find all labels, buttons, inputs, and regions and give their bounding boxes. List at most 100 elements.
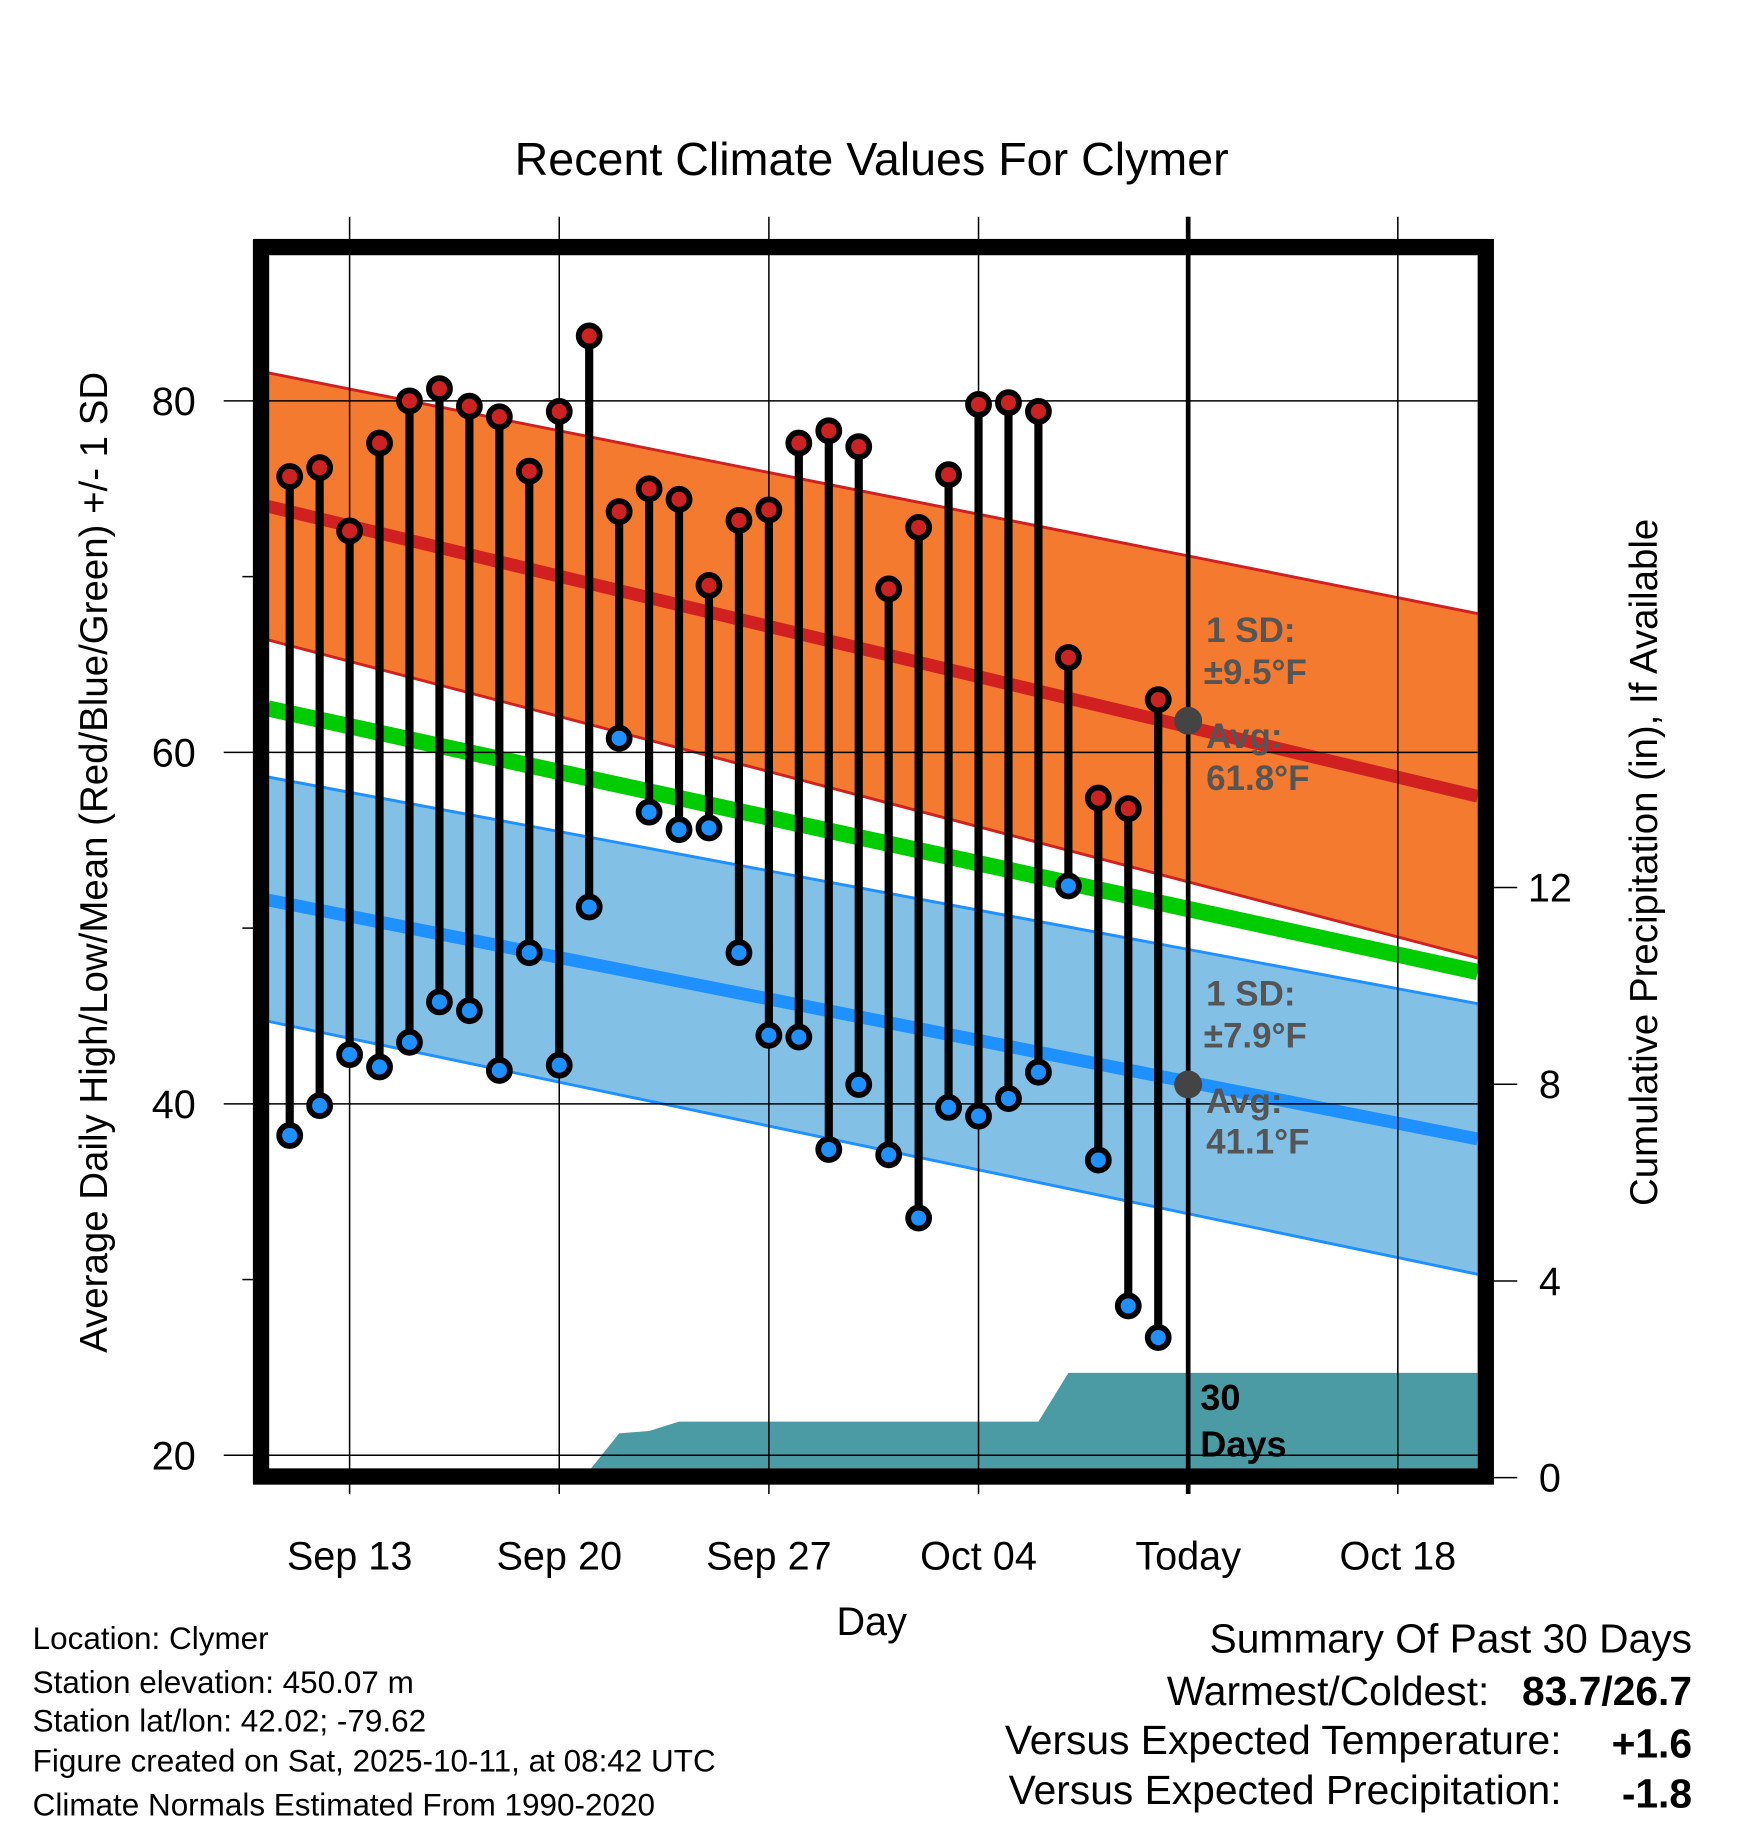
low-temp-point <box>815 1136 843 1163</box>
high-temp-point <box>545 398 573 425</box>
low-temp-point <box>905 1204 933 1232</box>
high-sd-value: ±9.5°F <box>1204 653 1307 692</box>
x-axis-label: Day <box>836 1600 907 1644</box>
x-tick-label: Sep 13 <box>287 1535 413 1579</box>
high-temp-point <box>695 572 723 599</box>
high-temp-point <box>1084 784 1112 812</box>
station-info: Location: Clymer Station elevation: 450.… <box>33 1621 716 1823</box>
low-temp-point <box>875 1141 903 1169</box>
low-temp-point <box>995 1085 1022 1112</box>
low-temp-point <box>965 1102 992 1130</box>
low-temp-point <box>485 1057 513 1084</box>
high-temp-point <box>515 457 543 485</box>
warm-cold-label: Warmest/Coldest: <box>1167 1668 1489 1714</box>
warm-cold-value: 83.7/26.7 <box>1522 1668 1692 1714</box>
low-temp-point <box>545 1051 573 1079</box>
high-avg-label: Avg: <box>1206 717 1282 756</box>
low-temp-point <box>935 1093 962 1121</box>
temp-label: Versus Expected Temperature: <box>1005 1717 1562 1763</box>
high-temp-point <box>875 575 903 603</box>
low-temp-point <box>635 798 663 826</box>
low-temp-point <box>1114 1292 1142 1320</box>
low-temp-point <box>575 893 603 921</box>
high-avg-marker <box>1174 706 1203 735</box>
high-avg-value: 61.8°F <box>1206 759 1309 798</box>
high-temp-point <box>905 514 933 541</box>
low-sd-lower-line <box>268 1019 1478 1276</box>
high-temp-point <box>485 403 513 431</box>
normals-text: Climate Normals Estimated From 1990-2020 <box>33 1788 655 1823</box>
high-temp-point <box>665 485 693 513</box>
latlon-text: Station lat/lon: 42.02; -79.62 <box>33 1704 426 1739</box>
x-tick-label: Sep 27 <box>706 1535 832 1579</box>
high-temp-point <box>935 461 962 489</box>
y-tick-label: 40 <box>152 1083 196 1127</box>
x-tick-label: Oct 18 <box>1339 1535 1456 1579</box>
low-temp-point <box>455 997 483 1025</box>
high-temp-point <box>366 429 393 457</box>
high-temp-point <box>725 507 753 534</box>
y-tick-label: 60 <box>152 731 196 775</box>
low-temp-point <box>725 939 753 967</box>
x-tick-label: Today <box>1135 1535 1241 1579</box>
low-temp-point <box>605 724 633 752</box>
low-temp-point <box>1144 1324 1172 1351</box>
low-temp-point <box>845 1071 873 1098</box>
low-temp-point <box>515 939 543 967</box>
low-avg-value: 41.1°F <box>1206 1123 1309 1162</box>
low-temp-point <box>1025 1058 1052 1086</box>
low-sd-value: ±7.9°F <box>1204 1017 1307 1056</box>
summary-title: Summary Of Past 30 Days <box>1210 1615 1693 1661</box>
high-temp-point <box>1054 644 1082 671</box>
high-temp-point <box>306 454 334 482</box>
y-tick-label: 20 <box>152 1434 196 1478</box>
high-sd-band <box>268 372 1478 958</box>
elevation-text: Station elevation: 450.07 m <box>33 1665 414 1700</box>
summary: Summary Of Past 30 Days Warmest/Coldest:… <box>1005 1615 1692 1816</box>
high-temp-point <box>845 433 873 460</box>
high-temp-point <box>605 498 633 526</box>
y2-axis-label: Cumulative Precipitation (in), If Availa… <box>1623 519 1666 1206</box>
precip-days-label: Days <box>1200 1424 1286 1465</box>
high-temp-point <box>396 387 423 415</box>
high-temp-point <box>815 417 843 445</box>
high-temp-point <box>1144 686 1172 714</box>
low-temp-point <box>336 1041 364 1069</box>
precip-area <box>591 1372 1478 1469</box>
low-temp-point <box>1084 1146 1112 1174</box>
low-avg-label: Avg: <box>1206 1082 1282 1121</box>
plot-frame <box>252 238 1494 1485</box>
x-tick-label: Sep 20 <box>496 1535 622 1579</box>
high-temp-point <box>276 463 304 490</box>
low-temp-point <box>276 1122 304 1149</box>
location-text: Location: Clymer <box>33 1621 269 1656</box>
precip-value: -1.8 <box>1622 1770 1692 1816</box>
high-temp-point <box>785 429 813 457</box>
precip-days-label: 30 <box>1200 1377 1240 1418</box>
y2-tick-label: 8 <box>1539 1063 1561 1107</box>
high-temp-point <box>755 496 783 524</box>
high-temp-point <box>336 517 364 545</box>
low-temp-point <box>665 816 693 844</box>
y2-tick-label: 4 <box>1539 1260 1561 1304</box>
low-temp-point <box>755 1021 783 1049</box>
y-tick-label: 80 <box>152 380 196 424</box>
y-axis-label: Average Daily High/Low/Mean (Red/Blue/Gr… <box>73 372 116 1353</box>
high-sd-label: 1 SD: <box>1206 611 1295 650</box>
low-temp-point <box>396 1028 423 1056</box>
temp-value: +1.6 <box>1612 1720 1692 1766</box>
high-temp-point <box>995 389 1022 417</box>
created-text: Figure created on Sat, 2025-10-11, at 08… <box>33 1743 716 1778</box>
low-temp-point <box>306 1092 334 1119</box>
low-temp-point <box>366 1053 393 1081</box>
x-tick-label: Oct 04 <box>920 1535 1037 1579</box>
low-temp-point <box>1054 872 1082 900</box>
precip-label: Versus Expected Precipitation: <box>1009 1767 1562 1813</box>
y2-tick-label: 12 <box>1528 867 1572 911</box>
y2-tick-label: 0 <box>1539 1457 1561 1501</box>
high-temp-point <box>455 392 483 420</box>
chart-title: Recent Climate Values For Clymer <box>515 133 1229 185</box>
low-temp-point <box>426 988 453 1016</box>
high-temp-point <box>635 475 663 503</box>
